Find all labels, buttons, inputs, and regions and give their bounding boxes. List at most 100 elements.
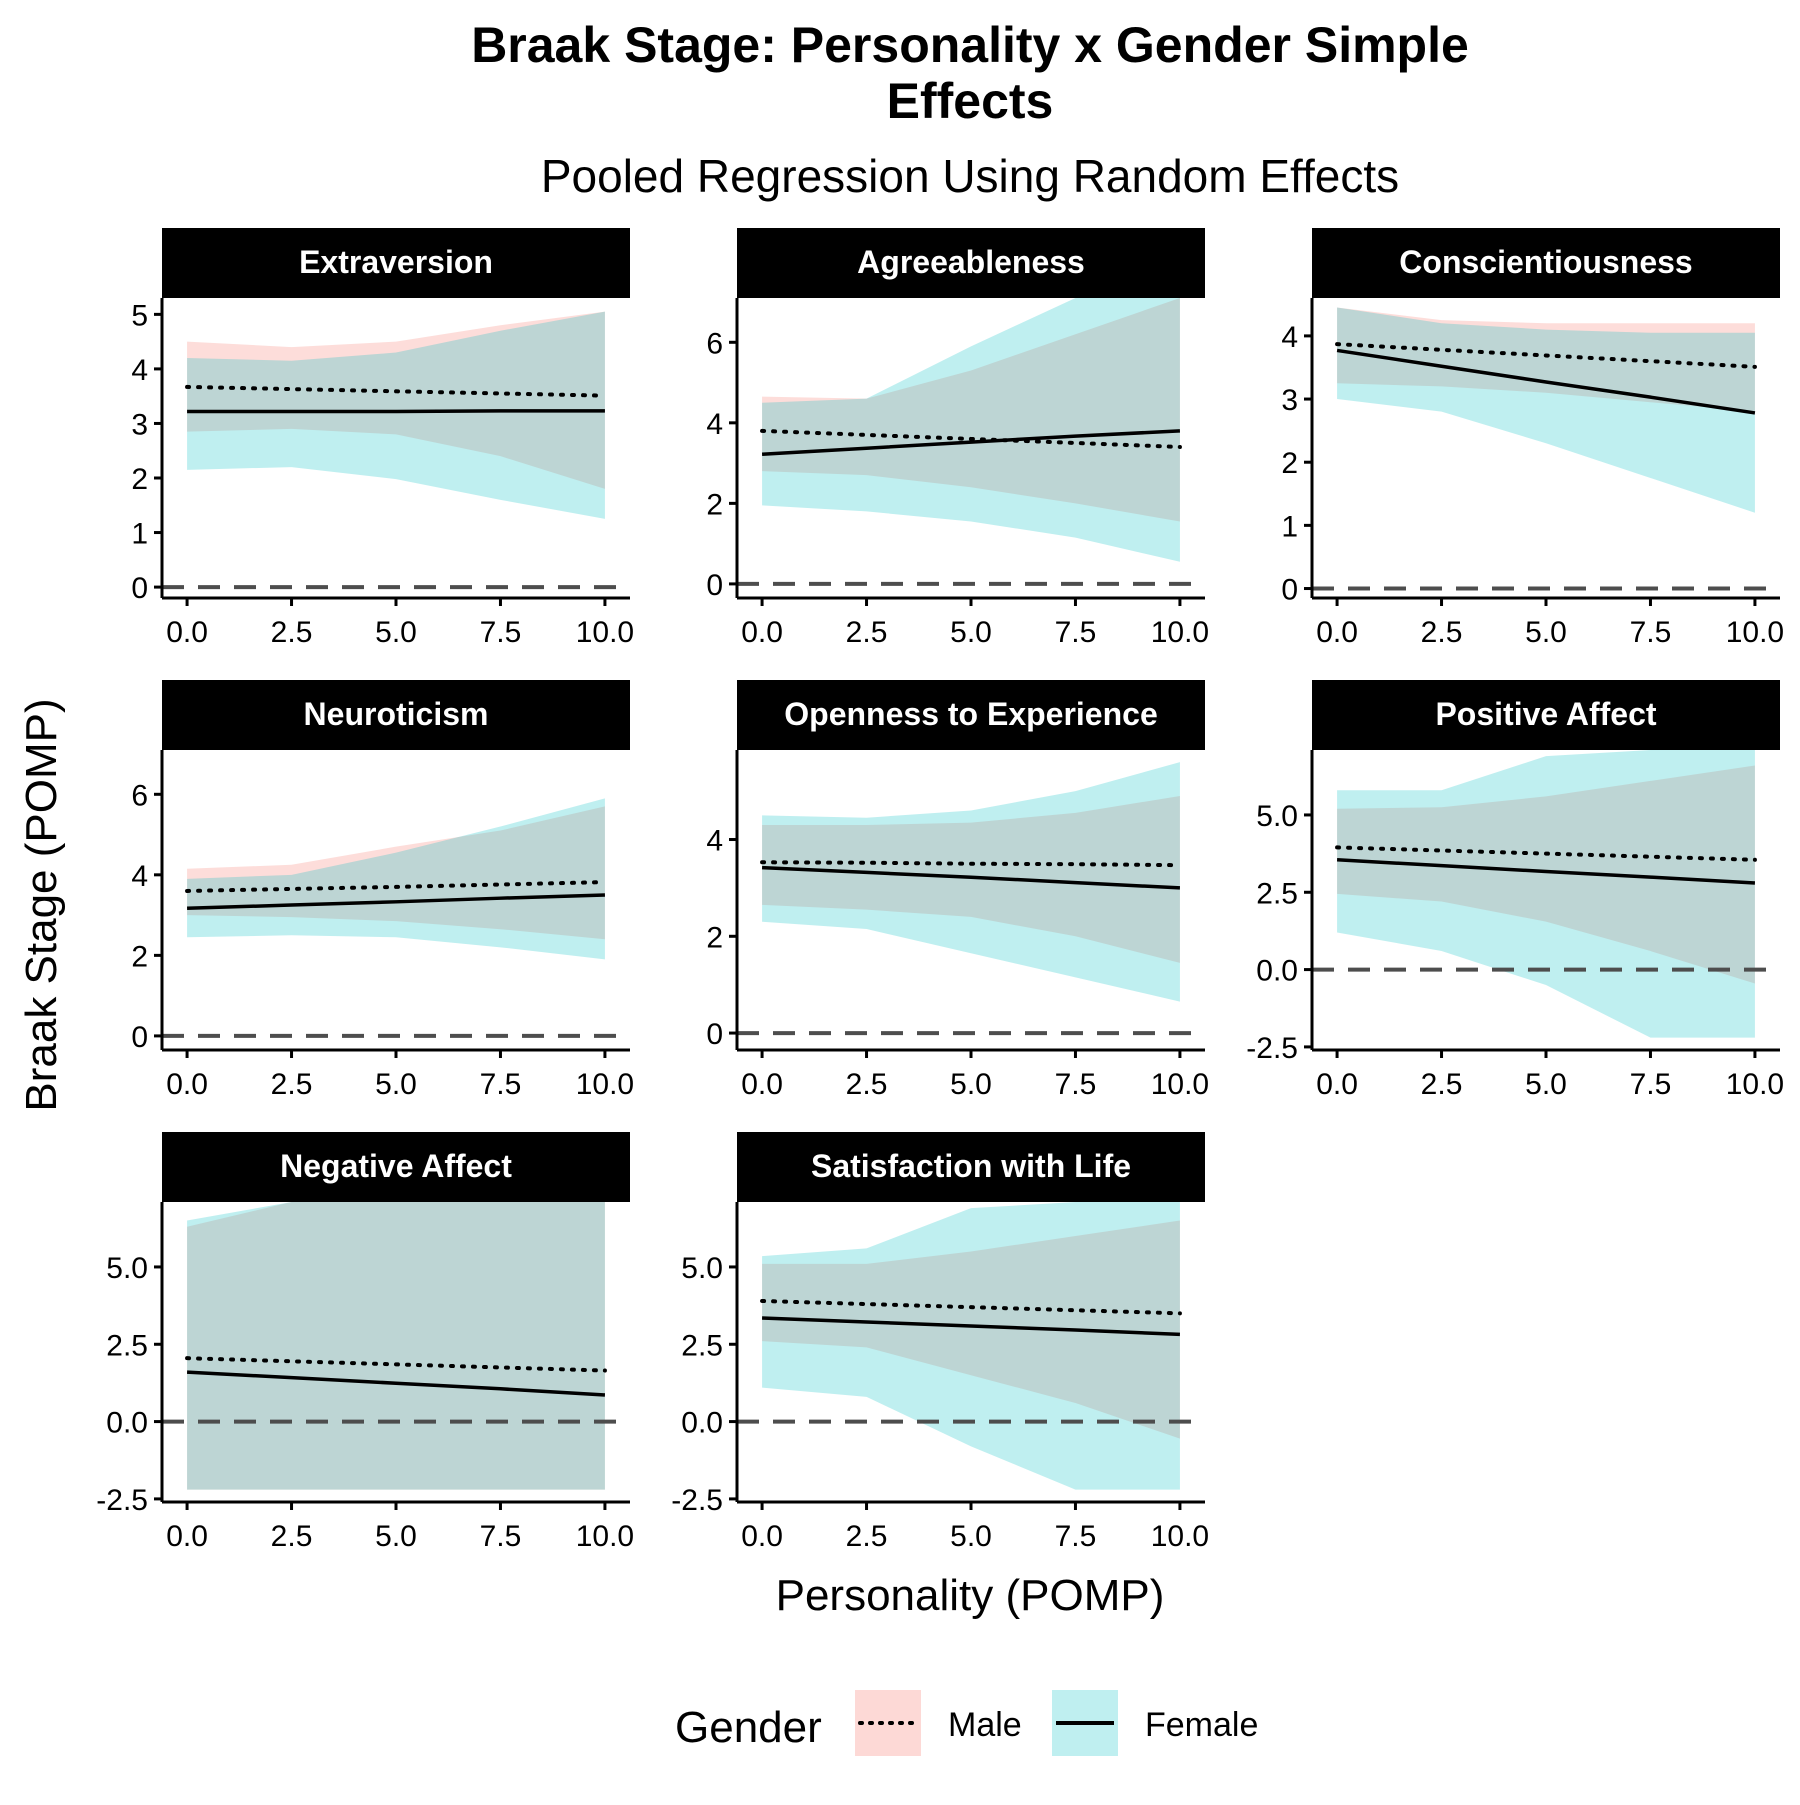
y-tick-label-extraversion: 0	[131, 572, 148, 605]
x-tick-label-openness-to-experience: 10.0	[1151, 1068, 1209, 1101]
y-tick-label-satisfaction-with-life: 2.5	[681, 1329, 723, 1362]
x-tick-label-negative-affect: 0.0	[166, 1520, 208, 1553]
plot-area-openness-to-experience	[737, 762, 1205, 1036]
y-tick-label-agreeableness: 2	[706, 488, 723, 521]
x-tick-label-positive-affect: 2.5	[1421, 1068, 1463, 1101]
plot-area-conscientiousness	[1312, 307, 1780, 591]
ribbon-male-satisfaction-with-life	[762, 1220, 1180, 1439]
ribbon-female-neuroticism	[187, 798, 605, 960]
panel-negative-affect: Negative Affect -2.5 0.0 2.5 5.0 0.0 2.5 5.0 7.5…	[96, 1132, 634, 1553]
x-tick-label-extraversion: 2.5	[271, 616, 313, 649]
strip-label-conscientiousness: Conscientiousness	[1399, 244, 1692, 280]
x-axis-label: Personality (POMP)	[776, 1571, 1165, 1620]
panel-positive-affect: Positive Affect -2.5 0.0 2.5 5.0 0.0 2.5 5.0 7.5…	[1246, 680, 1784, 1101]
ribbon-male-positive-affect	[1337, 765, 1755, 984]
strip-label-negative-affect: Negative Affect	[280, 1148, 512, 1184]
panel-satisfaction-with-life: Satisfaction with Life -2.5 0.0 2.5 5.0 0.0 2.…	[671, 1132, 1209, 1553]
x-tick-label-agreeableness: 7.5	[1055, 616, 1097, 649]
line-female-agreeableness	[761, 429, 1181, 456]
ribbon-female-positive-affect	[1337, 750, 1755, 1038]
x-tick-label-positive-affect: 7.5	[1630, 1068, 1672, 1101]
x-tick-label-neuroticism: 2.5	[271, 1068, 313, 1101]
x-tick-label-conscientiousness: 2.5	[1421, 616, 1463, 649]
strip-label-positive-affect: Positive Affect	[1435, 696, 1656, 732]
line-male-positive-affect	[1335, 845, 1757, 862]
ribbon-female-conscientiousness	[1337, 307, 1755, 513]
x-tick-label-satisfaction-with-life: 2.5	[846, 1520, 888, 1553]
ribbon-female-extraversion	[187, 311, 605, 519]
ribbon-male-negative-affect	[187, 1202, 605, 1490]
x-tick-label-positive-affect: 0.0	[1316, 1068, 1358, 1101]
ribbon-male-openness-to-experience	[762, 795, 1180, 963]
x-tick-label-extraversion: 7.5	[480, 616, 522, 649]
x-tick-label-positive-affect: 10.0	[1726, 1068, 1784, 1101]
y-tick-label-agreeableness: 6	[706, 327, 723, 360]
x-tick-label-agreeableness: 5.0	[950, 616, 992, 649]
y-tick-label-extraversion: 3	[131, 408, 148, 441]
plot-area-agreeableness	[737, 298, 1205, 586]
y-tick-label-satisfaction-with-life: 5.0	[681, 1252, 723, 1285]
x-tick-label-negative-affect: 2.5	[271, 1520, 313, 1553]
x-tick-label-neuroticism: 7.5	[480, 1068, 522, 1101]
legend-title: Gender	[675, 1703, 822, 1752]
x-tick-label-neuroticism: 0.0	[166, 1068, 208, 1101]
plot-area-positive-affect	[1312, 750, 1780, 1038]
x-tick-label-negative-affect: 10.0	[576, 1520, 634, 1553]
x-tick-label-conscientiousness: 0.0	[1316, 616, 1358, 649]
x-tick-label-extraversion: 10.0	[576, 616, 634, 649]
y-tick-label-openness-to-experience: 4	[706, 825, 723, 858]
y-tick-label-conscientiousness: 1	[1281, 510, 1298, 543]
line-male-openness-to-experience	[760, 860, 1182, 868]
x-tick-label-satisfaction-with-life: 10.0	[1151, 1520, 1209, 1553]
ribbon-male-extraversion	[187, 311, 605, 489]
x-tick-label-openness-to-experience: 5.0	[950, 1068, 992, 1101]
x-tick-label-agreeableness: 2.5	[846, 616, 888, 649]
x-tick-label-satisfaction-with-life: 5.0	[950, 1520, 992, 1553]
y-tick-label-negative-affect: 5.0	[106, 1252, 148, 1285]
line-female-positive-affect	[1336, 858, 1756, 885]
line-female-conscientiousness	[1336, 348, 1756, 415]
panel-extraversion: Extraversion 0 1 2 3 4 5 0.0 2.5 5.0 7.5 10.0	[131, 228, 634, 649]
strip-conscientiousness	[1312, 228, 1780, 298]
y-tick-label-negative-affect: 2.5	[106, 1329, 148, 1362]
y-tick-label-openness-to-experience: 2	[706, 921, 723, 954]
line-male-extraversion	[185, 384, 607, 398]
line-female-negative-affect	[186, 1370, 606, 1397]
line-male-neuroticism	[185, 880, 607, 893]
y-tick-label-openness-to-experience: 0	[706, 1018, 723, 1051]
ribbon-female-negative-affect	[187, 1202, 605, 1490]
line-female-openness-to-experience	[761, 865, 1181, 890]
plot-area-neuroticism	[162, 798, 630, 1038]
chart-subtitle: Pooled Regression Using Random Effects	[541, 150, 1399, 202]
strip-openness-to-experience	[737, 680, 1205, 750]
y-tick-label-conscientiousness: 0	[1281, 574, 1298, 607]
x-tick-label-negative-affect: 7.5	[480, 1520, 522, 1553]
y-tick-label-positive-affect: -2.5	[1246, 1032, 1298, 1065]
ribbon-female-agreeableness	[762, 298, 1180, 562]
strip-neuroticism	[162, 680, 630, 750]
x-tick-label-negative-affect: 5.0	[375, 1520, 417, 1553]
x-tick-label-openness-to-experience: 7.5	[1055, 1068, 1097, 1101]
x-tick-label-openness-to-experience: 0.0	[741, 1068, 783, 1101]
y-tick-label-neuroticism: 6	[131, 779, 148, 812]
strip-label-agreeableness: Agreeableness	[857, 244, 1085, 280]
line-male-satisfaction-with-life	[760, 1298, 1182, 1316]
y-tick-label-conscientiousness: 4	[1281, 321, 1298, 354]
legend: Gender Male Female	[675, 1690, 1258, 1756]
y-axis-label: Braak Stage (POMP)	[17, 698, 66, 1111]
strip-label-openness-to-experience: Openness to Experience	[784, 696, 1157, 732]
x-tick-label-positive-affect: 5.0	[1525, 1068, 1567, 1101]
x-tick-label-conscientiousness: 5.0	[1525, 616, 1567, 649]
strip-agreeableness	[737, 228, 1205, 298]
y-tick-label-extraversion: 4	[131, 354, 148, 387]
panel-conscientiousness: Conscientiousness 0 1 2 3 4 0.0 2.5 5.0 7.5 10.0	[1281, 228, 1784, 649]
y-tick-label-neuroticism: 0	[131, 1021, 148, 1054]
plot-area-extraversion	[162, 311, 630, 590]
legend-label-female: Female	[1145, 1706, 1258, 1744]
line-female-neuroticism	[187, 893, 605, 911]
y-tick-label-neuroticism: 4	[131, 860, 148, 893]
line-male-negative-affect	[185, 1356, 607, 1373]
ribbon-female-openness-to-experience	[762, 762, 1180, 1002]
y-tick-label-satisfaction-with-life: -2.5	[671, 1484, 723, 1517]
